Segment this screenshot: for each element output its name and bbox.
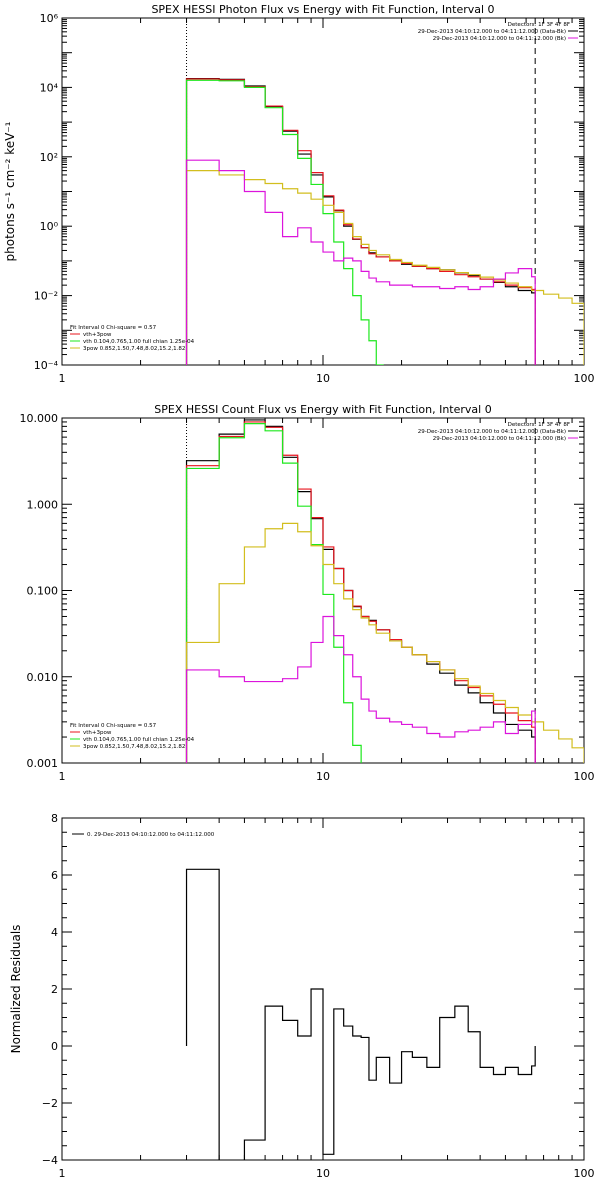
legend-entry: vth 0.104,0.765,1.00 full chian 1.25e-04 [83,737,195,743]
legend-entry: vth+3pow [83,332,112,338]
fit-info-header: Fit Interval 0 Chi-square = 0.57 [70,723,157,729]
y-tick-label: 0 [51,1040,58,1053]
series-line-2 [185,421,536,763]
legend-entry: 29-Dec-2013 04:10:12.000 to 04:11:12.000… [418,429,566,435]
series-line-4 [185,170,584,365]
y-tick-label: 10.000 [20,412,59,425]
y-tick-label: 10⁻⁴ [34,359,59,372]
legend-entry: 29-Dec-2013 04:10:12.000 to 04:11:12.000… [418,29,566,35]
legend-entry: 29-Dec-2013 04:10:12.000 to 04:11:12.000… [433,436,566,442]
y-tick-label: 0.001 [27,757,59,770]
y-tick-label: 10⁰ [40,220,59,233]
chart-panel-2: 1 10 100 0.001 0.010 0.100 1.000 10.000 SPEX HES… [20,403,595,783]
legend-header: Detectors: 1F 3F 4F 8F [508,422,570,428]
y-tick-label: 10² [40,151,58,164]
y-tick-label: −2 [42,1097,58,1110]
series-line-3 [185,423,362,763]
x-tick-label: 1 [59,372,66,385]
y-tick-label: 10⁶ [40,12,59,25]
legend-bottom: Fit Interval 0 Chi-square = 0.57vth+3pow… [70,325,195,352]
y-tick-label: 1.000 [27,498,59,511]
y-tick-label: 10⁴ [40,81,59,94]
series-line-1 [185,419,536,763]
series-line-4 [185,522,584,763]
chart-panel-1: 1 10 100 10⁻⁴ 10⁻² 10⁰ 10² 10⁴ 10⁶ SPEX HESSI Pho… [3,3,595,385]
y-tick-label: 0.010 [27,671,59,684]
x-tick-label: 100 [574,1167,595,1180]
series-group [185,868,536,1160]
legend-entry: vth 0.104,0.765,1.00 full chian 1.25e-04 [83,339,195,345]
fit-info-header: Fit Interval 0 Chi-square = 0.57 [70,325,157,331]
series-line-5 [185,159,536,365]
y-tick-label: 10⁻² [34,290,58,303]
chart-title: SPEX HESSI Photon Flux vs Energy with Fi… [151,3,494,16]
legend-top: 0. 29-Dec-2013 04:10:12.000 to 04:11:12.… [72,832,215,838]
chart-title: SPEX HESSI Count Flux vs Energy with Fit… [154,403,491,416]
legend-entry: 0. 29-Dec-2013 04:10:12.000 to 04:11:12.… [87,832,215,838]
legend-entry: 3pow 0.852,1.50,7.48,8.02,15.2,1.82 [83,744,185,750]
series-line-1 [185,868,536,1160]
legend-header: Detectors: 1F 3F 4F 8F [508,22,570,28]
x-tick-label: 10 [316,372,330,385]
x-tick-label: 10 [316,1167,330,1180]
y-tick-label: 6 [51,869,58,882]
y-tick-label: −4 [42,1154,58,1167]
y-tick-label: 0.100 [27,585,59,598]
chart-panel-3: 1 10 100 −4 −2 0 2 4 6 8 Normalized Residuals 0. 29… [9,812,595,1180]
y-axis-label: photons s⁻¹ cm⁻² keV⁻¹ [3,121,17,261]
x-tick-label: 100 [574,372,595,385]
legend-bottom: Fit Interval 0 Chi-square = 0.57vth+3pow… [70,723,195,750]
x-tick-label: 100 [574,770,595,783]
series-line-1 [185,77,536,365]
series-group [185,77,584,365]
legend-entry: 29-Dec-2013 04:10:12.000 to 04:11:12.000… [433,36,566,42]
legend-entry: vth+3pow [83,730,112,736]
y-tick-label: 4 [51,926,58,939]
series-group [185,419,584,763]
x-tick-label: 10 [316,770,330,783]
y-tick-label: 2 [51,983,58,996]
legend-entry: 3pow 0.852,1.50,7.48,8.02,15.2,1.82 [83,346,185,352]
series-line-5 [185,615,536,763]
x-tick-label: 1 [59,770,66,783]
x-tick-label: 1 [59,1167,66,1180]
series-line-3 [185,79,384,365]
series-line-2 [185,78,536,365]
y-tick-label: 8 [51,812,58,825]
y-axis-label: Normalized Residuals [9,925,23,1054]
